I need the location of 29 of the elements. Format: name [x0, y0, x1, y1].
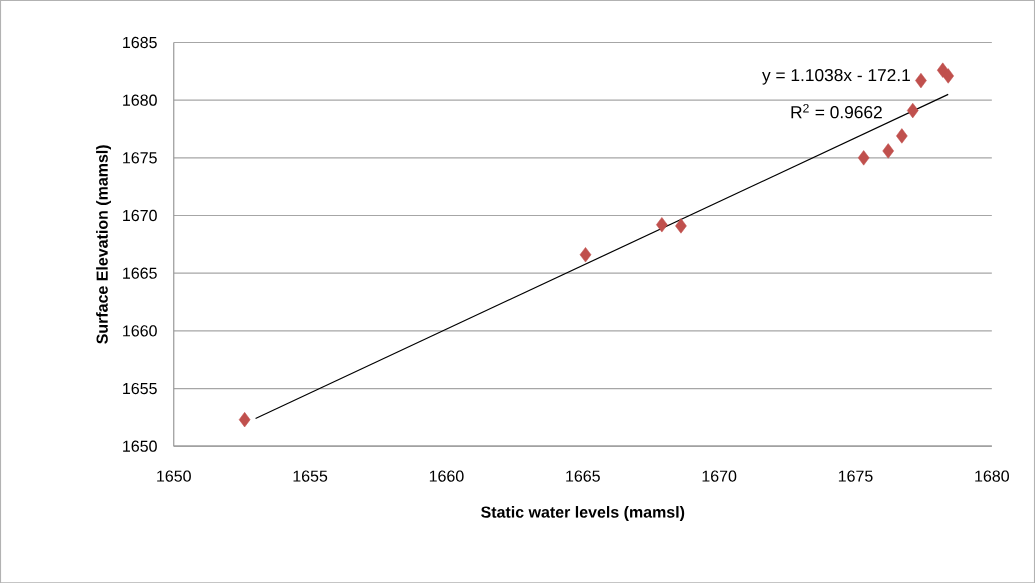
- y-tick-label: 1655: [123, 382, 157, 395]
- point: [857, 150, 870, 166]
- point: [906, 102, 919, 118]
- annotation: R$^{2}$ = 0.9662: [791, 103, 882, 119]
- x-tick-label: 1655: [293, 470, 328, 482]
- y-tick-label: 1650: [123, 440, 157, 452]
- y-tick-label: 1665: [123, 267, 157, 279]
- y-axis-title: Surface Elevation (mamsl): [96, 145, 111, 344]
- y-tick-label: 1685: [123, 36, 157, 48]
- y-tick-label: 1680: [123, 94, 157, 106]
- x-tick-label: 1650: [157, 470, 191, 482]
- x-tick-label: 1670: [702, 470, 737, 482]
- point: [882, 143, 894, 159]
- point: [675, 218, 687, 234]
- point: [942, 68, 954, 84]
- point: [896, 128, 908, 144]
- point: [656, 216, 668, 233]
- y-tick-label: 1675: [123, 152, 157, 164]
- y-tick-label: 1660: [123, 325, 157, 337]
- x-tick-label: 1665: [566, 470, 600, 482]
- point: [579, 246, 592, 263]
- x-tick-label: 1660: [429, 470, 464, 482]
- annotation: y = 1.1038x - 172.1: [762, 68, 910, 85]
- x-tick-label: 1675: [838, 470, 873, 482]
- point: [238, 411, 251, 428]
- y-tick-label: 1670: [123, 209, 157, 222]
- x-axis-title: Static water levels (mamsl): [481, 505, 685, 521]
- point: [915, 72, 927, 88]
- x-tick-label: 1680: [975, 470, 1009, 482]
